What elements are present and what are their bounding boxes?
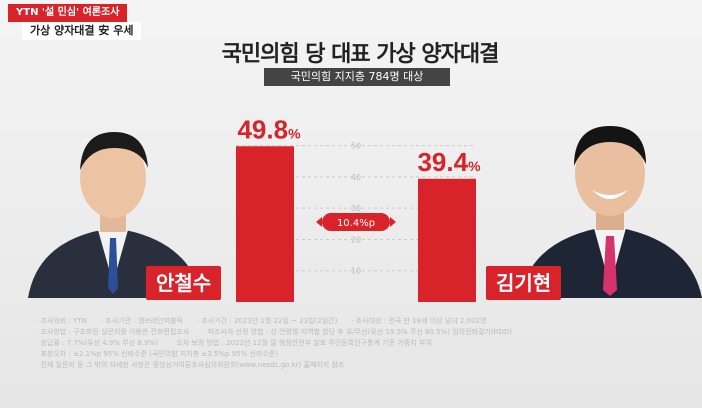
note-item: · 전체 질문지 등 그 밖의 자세한 사항은 중앙선거여론조사심의위원회(ww… (36, 361, 345, 369)
note-row: · 응답률 : 7.7%(유선 4.9% 무선 8.9%) · 오차 보정 방법 … (36, 338, 676, 349)
chart-title: 국민의힘 당 대표 가상 양자대결 (221, 42, 500, 67)
bar-2 (418, 178, 476, 302)
poll-subbadge: 가상 양자대결 安 우세 (22, 22, 142, 40)
candidate-name-right: 김기현 (486, 266, 562, 300)
chart-subtitle: 국민의힘 지지층 784명 대상 (264, 68, 450, 86)
candidate-photo-right (510, 108, 702, 298)
note-item: · 조사대상 : 전국 만 18세 이상 남녀 2,002명 (351, 317, 487, 325)
y-tick-label: 40 (351, 173, 361, 182)
bar-1 (236, 146, 294, 302)
gap-label: 10.4%p (337, 218, 375, 229)
note-item: · 피조사자 선정 방법 : 성·연령별·지역별 할당 후 유/무선(유선 19… (203, 328, 512, 336)
note-row: · 표본오차 : ±2.1%p 95% 신뢰수준 (국민의힘 지지층 ±3.5%… (36, 349, 676, 360)
poll-badge: YTN '설 민심' 여론조사 (8, 4, 128, 22)
gap-arrow-left (316, 217, 322, 227)
note-row: · 조사방법 : 구조화된 설문지를 이용한 전화면접조사 · 피조사자 선정 방… (36, 327, 676, 338)
gap-arrow-right (390, 217, 396, 227)
note-item: · 표본오차 : ±2.1%p 95% 신뢰수준 (국민의힘 지지층 ±3.5%… (36, 350, 278, 358)
note-item: · 조사기간 : 2023년 1월 22일 ~ 23일(2일간) (196, 317, 338, 325)
note-item: · 조사방법 : 구조화된 설문지를 이용한 전화면접조사 (36, 328, 190, 336)
survey-notes: · 조사의뢰 : YTN · 조사기관 : 엠브레인퍼블릭 · 조사기간 : 202… (36, 316, 676, 371)
candidate-name-left: 안철수 (146, 266, 222, 300)
y-tick-label: 50 (351, 142, 361, 151)
note-item: · 오차 보정 방법 : 2022년 12월 말 행정안전부 발표 주민등록인구… (171, 339, 432, 347)
note-row: · 전체 질문지 등 그 밖의 자세한 사항은 중앙선거여론조사심의위원회(ww… (36, 360, 676, 371)
value-label-1: 49.8% (237, 114, 301, 144)
note-item: · 조사의뢰 : YTN (36, 317, 87, 325)
note-item: · 응답률 : 7.7%(유선 4.9% 무선 8.9%) (36, 339, 158, 347)
y-tick-label: 10 (351, 267, 361, 276)
note-item: · 조사기관 : 엠브레인퍼블릭 (100, 317, 183, 325)
y-tick-label: 20 (351, 235, 361, 244)
y-tick-label: 30 (351, 204, 361, 213)
note-row: · 조사의뢰 : YTN · 조사기관 : 엠브레인퍼블릭 · 조사기간 : 202… (36, 316, 676, 327)
gap-pill (322, 213, 390, 231)
value-label-2: 39.4% (417, 147, 481, 177)
